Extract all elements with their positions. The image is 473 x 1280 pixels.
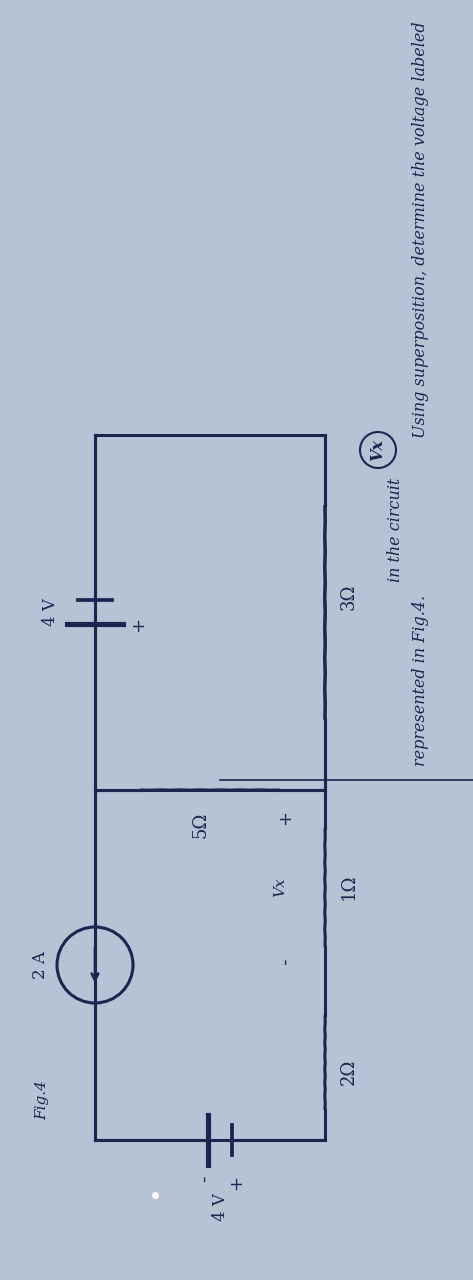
Text: 2Ω: 2Ω bbox=[340, 1059, 358, 1085]
Text: 2 A: 2 A bbox=[32, 951, 49, 979]
Text: in the circuit: in the circuit bbox=[386, 477, 403, 582]
Text: Vx: Vx bbox=[273, 877, 287, 897]
Text: -: - bbox=[195, 1175, 213, 1181]
Text: +: + bbox=[276, 810, 294, 826]
Text: +: + bbox=[227, 1175, 245, 1190]
Text: -: - bbox=[276, 959, 294, 965]
Text: 1Ω: 1Ω bbox=[340, 874, 358, 900]
Text: 4 V: 4 V bbox=[211, 1193, 228, 1221]
Text: +: + bbox=[129, 617, 147, 631]
Text: Vx: Vx bbox=[369, 439, 386, 461]
Text: 5Ω: 5Ω bbox=[191, 812, 209, 838]
Text: represented in Fig.4.: represented in Fig.4. bbox=[412, 594, 429, 765]
Text: Fig.4: Fig.4 bbox=[35, 1080, 49, 1120]
Text: Using superposition, determine the voltage labeled: Using superposition, determine the volta… bbox=[412, 22, 429, 438]
Text: 3Ω: 3Ω bbox=[340, 584, 358, 611]
Text: 4 V: 4 V bbox=[42, 598, 59, 626]
